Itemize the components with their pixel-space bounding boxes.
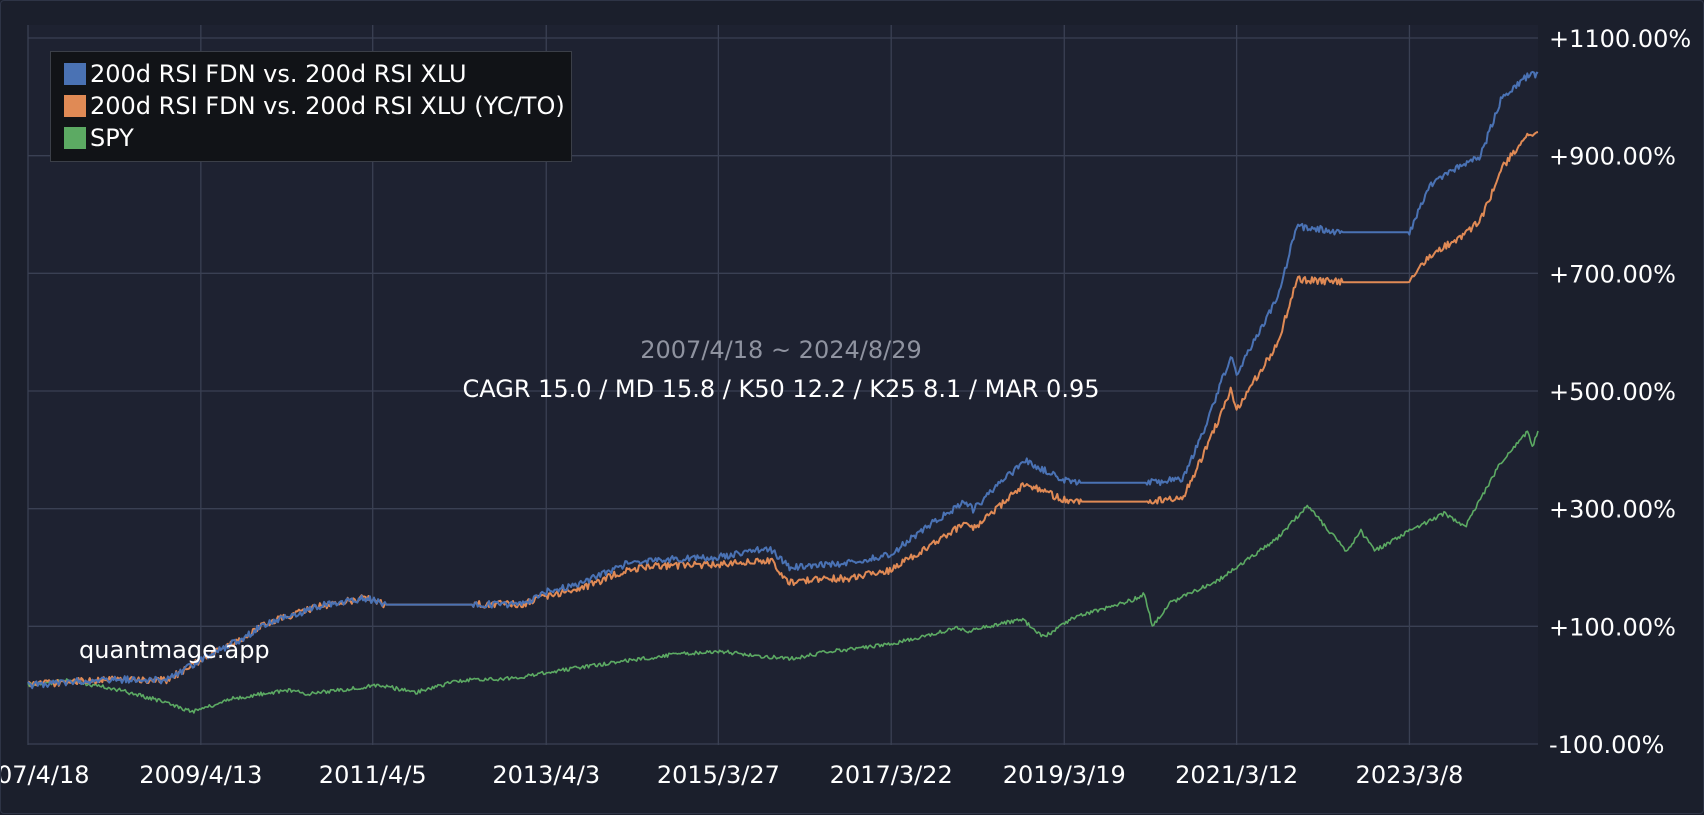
legend: 200d RSI FDN vs. 200d RSI XLU 200d RSI F… (50, 51, 572, 162)
x-axis-ticks: 2007/4/18 2009/4/13 2011/4/5 2013/4/3 2015/3… (1, 761, 1463, 789)
x-tick-label: 2019/3/19 (1003, 761, 1126, 789)
y-tick-label: +900.00% (1549, 143, 1676, 171)
legend-item-2: SPY (64, 122, 571, 154)
y-tick-label: +1100.00% (1549, 25, 1691, 53)
x-tick-label: 2013/4/3 (492, 761, 600, 789)
x-tick-label: 2009/4/13 (139, 761, 262, 789)
y-tick-label: -100.00% (1549, 731, 1664, 759)
x-tick-label: 2011/4/5 (319, 761, 427, 789)
stats-label: CAGR 15.0 / MD 15.8 / K50 12.2 / K25 8.1… (462, 375, 1099, 403)
legend-swatch-0 (64, 63, 86, 85)
legend-item-0: 200d RSI FDN vs. 200d RSI XLU (64, 58, 571, 90)
series-line-2 (27, 430, 1539, 714)
x-tick-label: 2007/4/18 (1, 761, 90, 789)
legend-item-1: 200d RSI FDN vs. 200d RSI XLU (YC/TO) (64, 90, 571, 122)
x-tick-label: 2017/3/22 (830, 761, 953, 789)
legend-label-2: SPY (90, 124, 134, 152)
series-lines (27, 70, 1539, 714)
legend-label-0: 200d RSI FDN vs. 200d RSI XLU (90, 60, 467, 88)
watermark: quantmage.app (79, 636, 270, 664)
y-tick-label: +700.00% (1549, 260, 1676, 288)
x-tick-label: 2021/3/12 (1175, 761, 1298, 789)
legend-swatch-1 (64, 95, 86, 117)
period-label: 2007/4/18 ~ 2024/8/29 (640, 336, 921, 364)
y-axis-ticks: -100.00% +100.00% +300.00% +500.00% +700.00%… (1549, 25, 1691, 759)
x-tick-label: 2023/3/8 (1356, 761, 1464, 789)
y-tick-label: +300.00% (1549, 496, 1676, 524)
legend-label-1: 200d RSI FDN vs. 200d RSI XLU (YC/TO) (90, 92, 565, 120)
y-tick-label: +500.00% (1549, 378, 1676, 406)
series-line-0 (27, 70, 1539, 690)
y-tick-label: +100.00% (1549, 613, 1676, 641)
legend-swatch-2 (64, 127, 86, 149)
x-tick-label: 2015/3/27 (657, 761, 780, 789)
